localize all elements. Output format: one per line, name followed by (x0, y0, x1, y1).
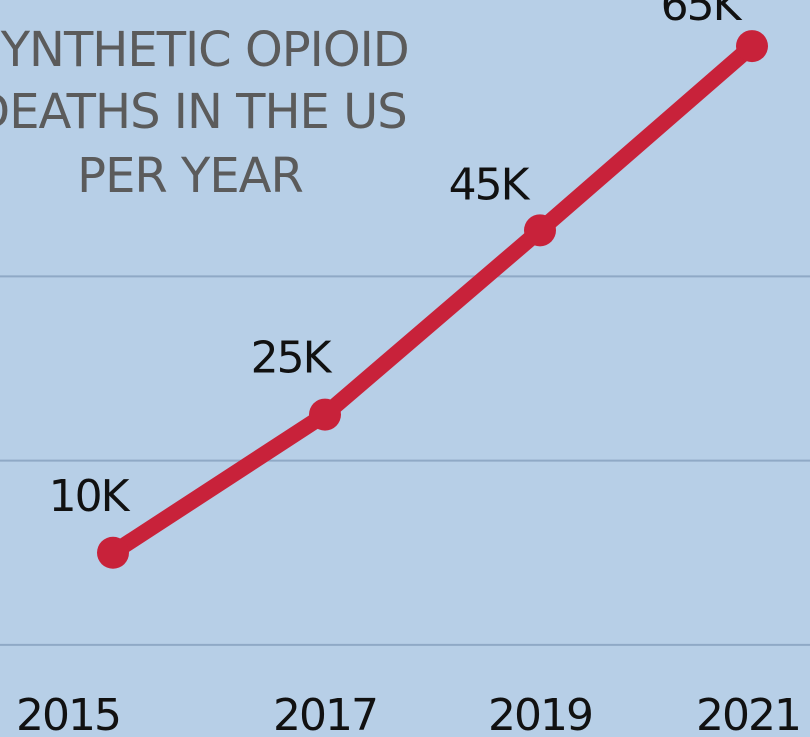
data-point-2015 (97, 536, 129, 569)
data-labels: 10K 25K 45K 65K (49, 0, 745, 522)
data-point-2019 (524, 214, 556, 247)
data-label-2015: 10K (49, 471, 131, 522)
data-points (97, 30, 768, 569)
data-label-2021: 65K (661, 0, 743, 31)
x-tick-2021: 2021 (696, 690, 800, 737)
x-tick-2015: 2015 (16, 690, 120, 737)
title-line-1: SYNTHETIC OPIOID (0, 22, 409, 78)
series-line-group (105, 38, 760, 561)
x-tick-2019: 2019 (488, 690, 592, 737)
data-label-2017: 25K (251, 333, 333, 384)
chart-title: SYNTHETIC OPIOID DEATHS IN THE US PER YE… (0, 22, 410, 204)
title-line-2: DEATHS IN THE US (0, 84, 407, 140)
x-axis-ticks: 2015 2017 2019 2021 (16, 690, 802, 737)
title-line-3: PER YEAR (77, 148, 303, 204)
data-point-2017 (309, 398, 341, 431)
data-label-2019: 45K (449, 159, 531, 210)
x-tick-2017: 2017 (273, 690, 377, 737)
series-line (105, 38, 760, 561)
gridlines (0, 275, 810, 646)
data-point-2021 (736, 30, 768, 63)
